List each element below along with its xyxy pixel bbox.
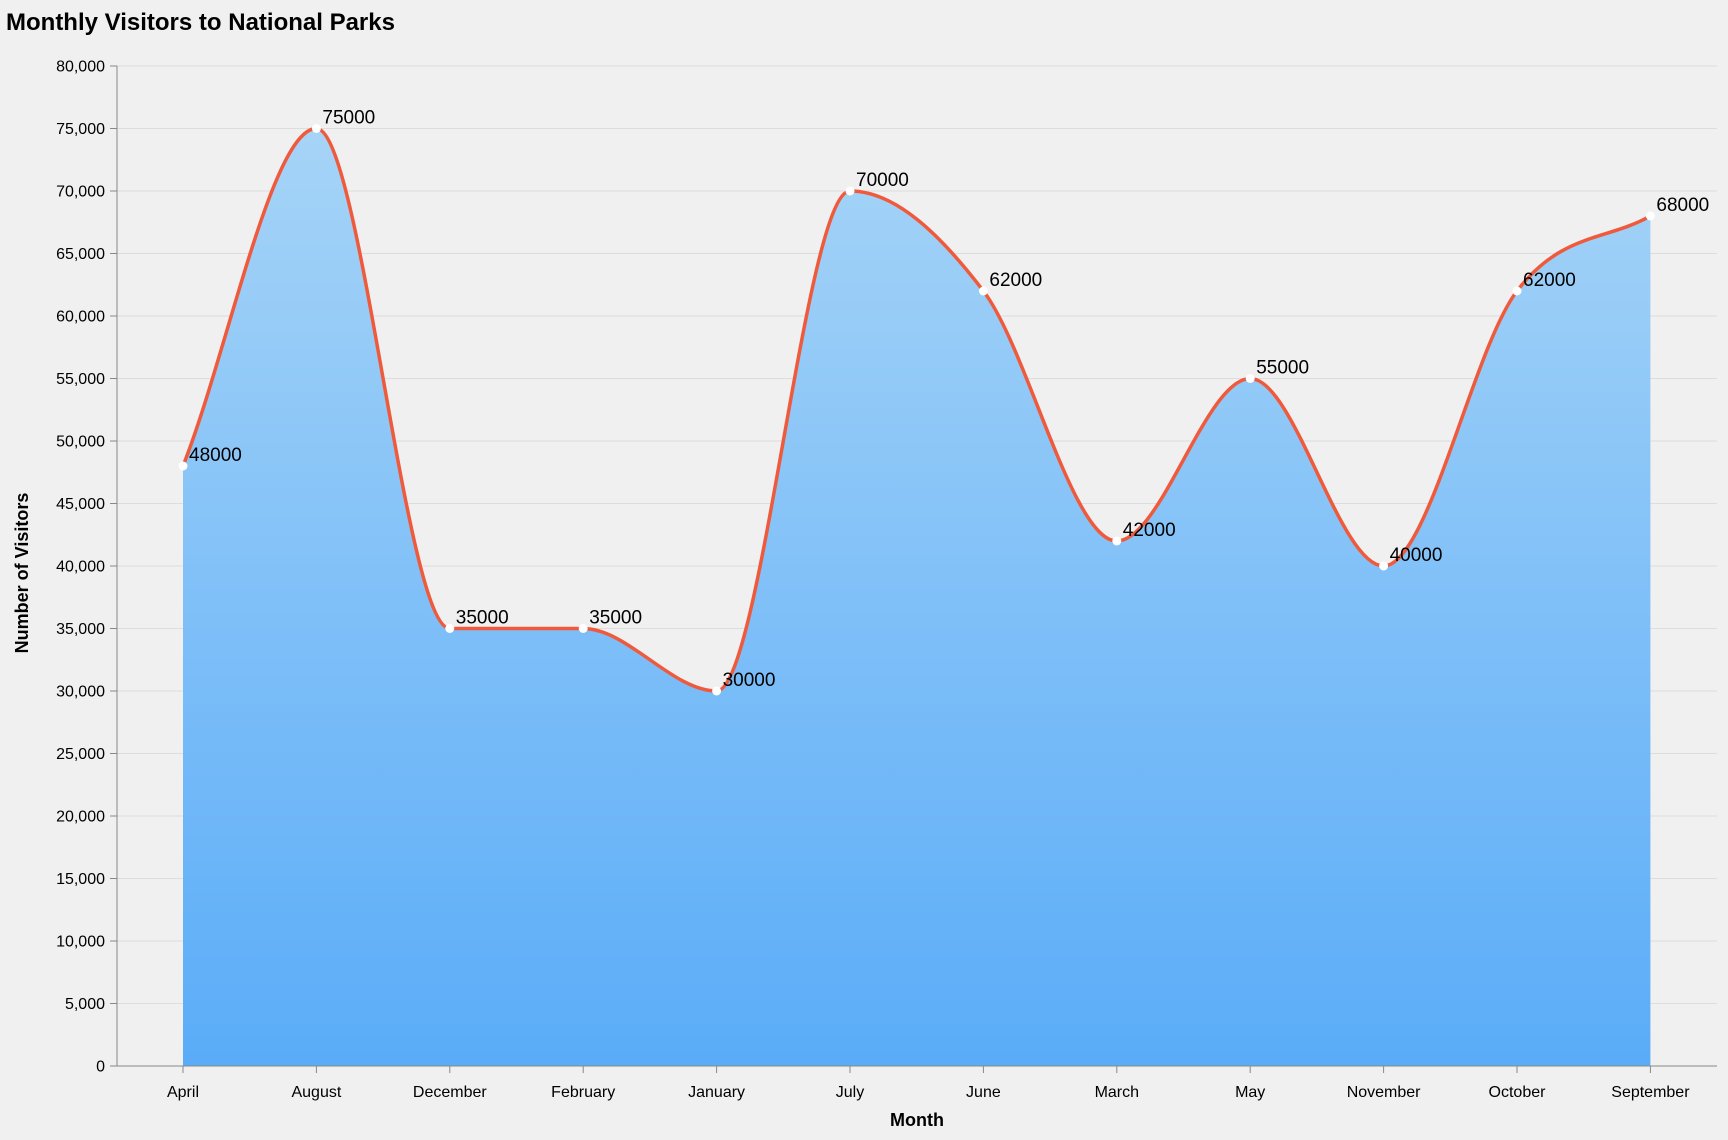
y-tick-label: 70,000 [56,184,105,201]
data-point [1512,286,1522,296]
data-point [712,686,722,696]
data-point [845,186,855,196]
data-label: 42000 [1123,520,1176,541]
y-tick-label: 20,000 [56,809,105,826]
x-tick-label: July [836,1084,864,1101]
y-tick-label: 15,000 [56,871,105,888]
x-tick-label: February [551,1084,615,1101]
data-point [1645,211,1655,221]
x-tick-label: October [1489,1084,1547,1101]
y-tick-label: 30,000 [56,684,105,701]
chart-title: Monthly Visitors to National Parks [6,9,395,36]
area-layer [183,128,1651,1066]
x-tick-label: March [1095,1084,1139,1101]
y-tick-label: 10,000 [56,934,105,951]
data-label: 68000 [1656,195,1709,216]
data-label: 40000 [1390,545,1443,566]
y-tick-label: 55,000 [56,371,105,388]
data-label: 62000 [989,270,1042,291]
points-layer [178,124,1655,696]
y-tick-label: 45,000 [56,496,105,513]
data-point [1379,561,1389,571]
y-tick-label: 35,000 [56,621,105,638]
data-labels-layer: 48000 75000 35000 35000 30000 70000 62000 42000… [189,108,1709,692]
y-tick-label: 5,000 [65,996,105,1013]
data-point [178,461,188,471]
y-tick-label: 80,000 [56,59,105,76]
y-tick-label: 75,000 [56,121,105,138]
x-tick-label: April [167,1084,199,1101]
y-axis-title: Number of Visitors [12,493,32,654]
data-point [978,286,988,296]
y-tick-label: 25,000 [56,746,105,763]
x-tick-label: September [1611,1084,1690,1101]
x-tick-label: January [688,1084,745,1101]
data-label: 70000 [856,170,909,191]
data-label: 35000 [456,608,509,629]
data-label: 75000 [322,108,375,129]
data-point [1112,536,1122,546]
data-label: 55000 [1256,358,1309,379]
data-point [311,124,321,133]
data-label: 35000 [589,608,642,629]
x-axis-title: Month [890,1110,944,1130]
data-label: 62000 [1523,270,1576,291]
x-tick-label: August [291,1084,341,1101]
data-label: 48000 [189,445,242,466]
y-tick-label: 65,000 [56,246,105,263]
area-fill [183,128,1651,1066]
data-point [1245,374,1255,383]
y-tick-label: 60,000 [56,309,105,326]
x-tick-label: November [1347,1084,1421,1101]
data-point [578,624,588,633]
y-tick-label: 40,000 [56,559,105,576]
data-label: 30000 [723,670,776,691]
x-tick-label: December [413,1084,487,1101]
y-tick-label: 0 [96,1059,105,1076]
y-tick-label: 50,000 [56,434,105,451]
data-point [445,624,455,633]
x-tick-label: June [966,1084,1001,1101]
x-tick-label: May [1235,1084,1265,1101]
axes: 0 5,000 10,000 15,000 20,000 25,000 30,000 35,0… [56,59,1717,1101]
